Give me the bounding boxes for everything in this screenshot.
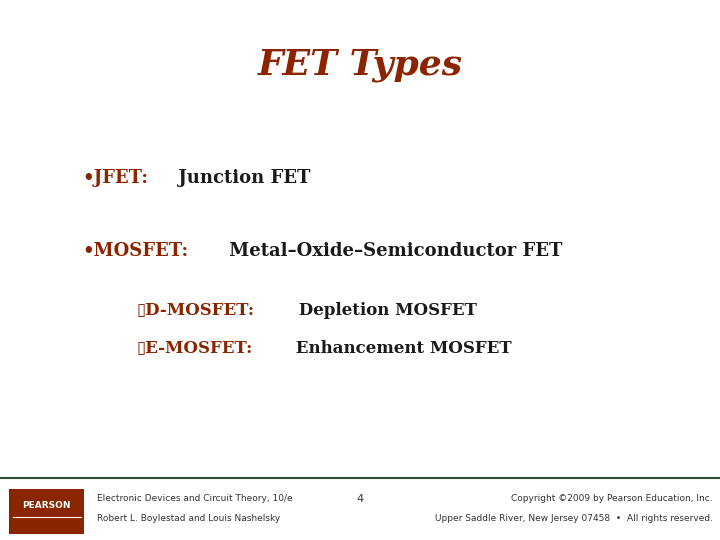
Text: ▯E-MOSFET:: ▯E-MOSFET: (137, 340, 253, 357)
Text: Metal–Oxide–Semiconductor FET: Metal–Oxide–Semiconductor FET (223, 242, 563, 260)
Text: •MOSFET:: •MOSFET: (83, 242, 189, 260)
Text: •JFET:: •JFET: (83, 169, 149, 187)
Text: Electronic Devices and Circuit Theory, 10/e: Electronic Devices and Circuit Theory, 1… (97, 495, 293, 503)
Text: Robert L. Boylestad and Louis Nashelsky: Robert L. Boylestad and Louis Nashelsky (97, 514, 281, 523)
FancyBboxPatch shape (9, 489, 84, 534)
Text: Copyright ©2009 by Pearson Education, Inc.: Copyright ©2009 by Pearson Education, In… (511, 495, 713, 503)
Text: ▯D-MOSFET:: ▯D-MOSFET: (137, 302, 255, 319)
Text: Enhancement MOSFET: Enhancement MOSFET (290, 340, 512, 357)
Text: FET Types: FET Types (258, 48, 462, 82)
Text: Depletion MOSFET: Depletion MOSFET (292, 302, 477, 319)
Text: 4: 4 (356, 494, 364, 504)
Text: Junction FET: Junction FET (171, 169, 310, 187)
Text: PEARSON: PEARSON (22, 502, 71, 510)
Text: Upper Saddle River, New Jersey 07458  •  All rights reserved.: Upper Saddle River, New Jersey 07458 • A… (435, 514, 713, 523)
